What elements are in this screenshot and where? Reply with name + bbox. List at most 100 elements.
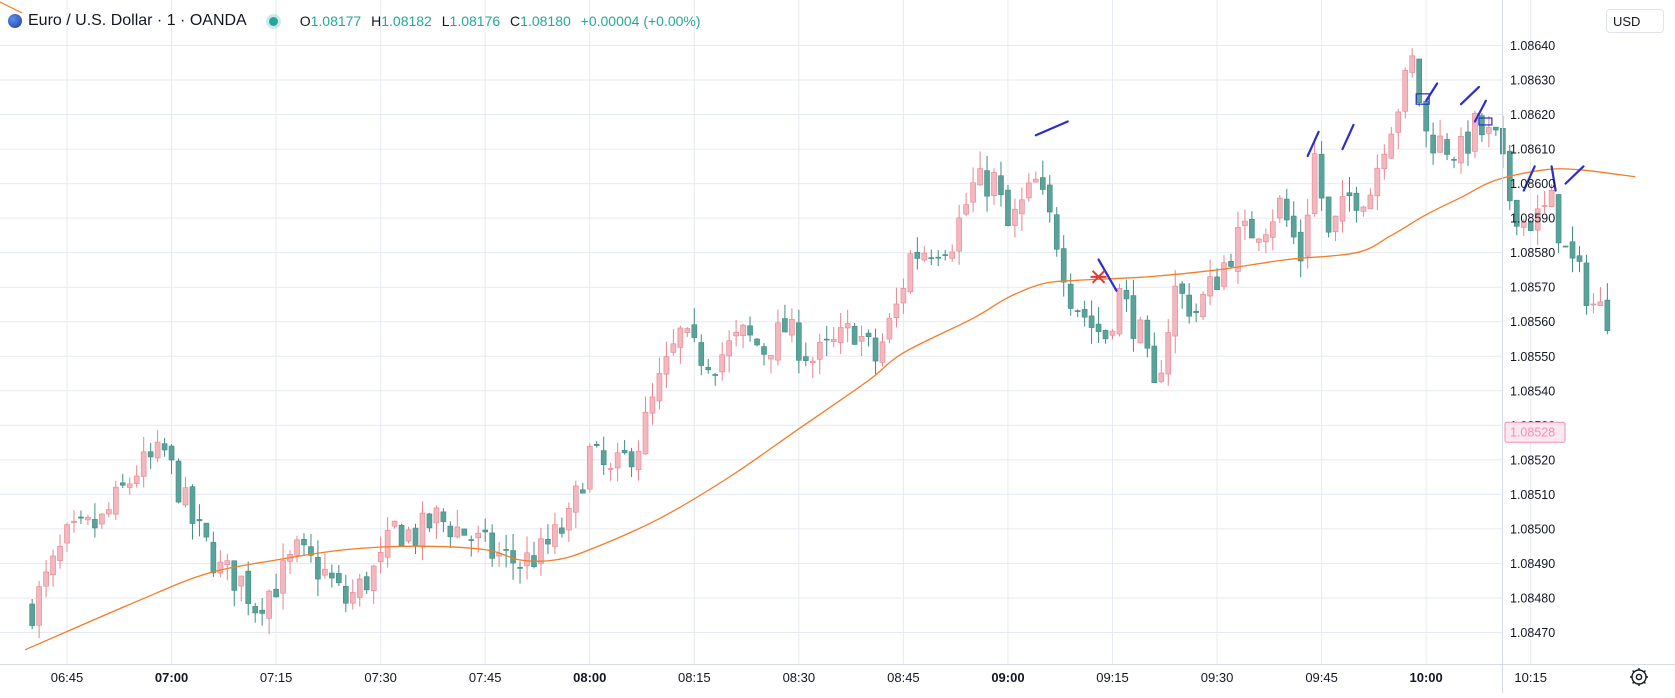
candle [119,473,126,489]
time-tick-label: 09:00 [991,670,1024,685]
candle [1137,316,1144,344]
candle [503,534,509,568]
candle-body [447,525,454,538]
candle-body [189,486,196,524]
candle-body [1151,345,1158,383]
candle-body [642,411,649,455]
candle [1046,175,1053,223]
candle [433,505,440,539]
symbol-title[interactable]: Euro / U.S. Dollar · 1 · OANDA [28,12,247,29]
price-tick-label: 1.08640 [1510,39,1555,53]
candle-body [161,443,168,451]
candle [287,550,293,574]
candle [1290,201,1297,245]
candle [559,517,565,538]
candle-body [1067,283,1074,309]
candle-body [963,204,969,215]
candle-body [203,522,210,538]
settings-gear-icon[interactable] [1628,666,1650,688]
candle [628,447,635,477]
candle-body [733,331,739,337]
price-tick-label: 1.08620 [1510,108,1555,122]
candle [92,503,98,538]
candle-body [872,337,879,362]
candle-body [280,560,286,594]
candle-body [621,450,628,454]
candle [586,443,593,493]
candle-body [844,323,851,329]
candle [796,309,802,374]
candle-body [816,342,823,360]
price-tick-label: 1.08480 [1510,591,1555,605]
candle-body [1527,221,1534,232]
candle-body [1437,135,1443,153]
candle [823,325,830,357]
candle-body [1353,192,1360,211]
candle [1074,309,1081,318]
candle [1402,67,1409,119]
trend-line-drawing [1034,120,1069,137]
candle-body [740,324,746,336]
candle [1541,191,1548,213]
candle-body [705,367,712,371]
candle [1339,180,1346,233]
candle [252,602,258,623]
candle [419,501,426,561]
candle [698,334,705,376]
candle-body [1576,255,1583,262]
candle-body [935,256,942,259]
rectangle-drawing [1415,93,1430,105]
candle-body [552,524,558,547]
candle-body [837,327,844,344]
candle-body [1451,159,1457,161]
candle [1562,245,1569,248]
candle-body [545,539,551,545]
candle-body [440,511,447,523]
candle [531,541,537,569]
candle-body [1172,285,1179,337]
candle-body [1005,189,1011,226]
candle-body [266,590,272,619]
symbol-legend[interactable]: Euro / U.S. Dollar · 1 · OANDA O1.08177 … [8,10,707,32]
candle-body [329,572,335,579]
candle [1019,187,1025,231]
candle-body [454,526,461,538]
candle [405,526,412,544]
candle-body [1395,111,1402,133]
ohlc-values: O1.08177 H1.08182 L1.08176 C1.08180 +0.0… [300,13,707,29]
candle [1130,279,1137,352]
candle-body [942,254,949,256]
candle [775,309,781,366]
candle-body [1534,208,1541,231]
candle [475,525,482,553]
candle [1472,110,1478,159]
ohlc-change-value: +0.00004 (+0.00%) [580,13,701,29]
candle-body [412,527,419,547]
ohlc-open-label: O [299,13,311,29]
candle [705,359,712,374]
candle-body [168,445,175,461]
candle-body [1423,100,1429,132]
currency-button[interactable]: USD [1606,9,1664,33]
candle-body [1193,310,1199,313]
candle-body [1263,234,1269,243]
candle [1214,268,1220,290]
candle-body [1374,167,1381,197]
time-tick-label: 07:45 [469,670,502,685]
price-tick-label: 1.08630 [1510,74,1555,88]
candle [57,534,63,569]
candle-body [747,325,753,336]
candle-body [566,507,572,531]
candle-body [1304,214,1311,257]
candle-body [301,538,307,546]
candle [956,204,962,265]
candle-body [489,532,495,559]
drawings[interactable] [1034,82,1585,292]
ohlc-low-label: L [441,13,450,29]
candle [1520,219,1527,237]
candle [147,442,154,469]
candle-body [921,252,928,261]
